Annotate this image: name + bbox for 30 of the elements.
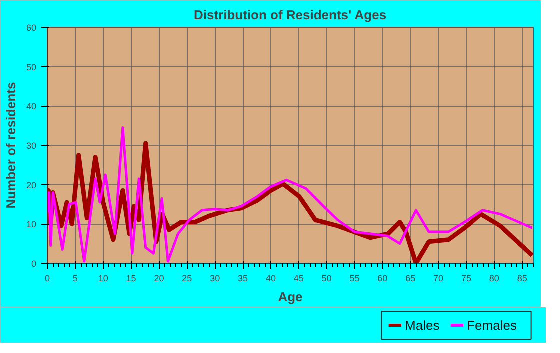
legend-label: Males [405,318,440,333]
x-tick-label: 35 [238,274,248,284]
y-tick-label: 30 [26,141,37,151]
x-tick-label: 5 [72,274,78,284]
y-tick-label: 40 [26,102,37,112]
x-tick-label: 25 [182,274,192,284]
x-axis-title: Age [278,290,303,304]
y-tick-label: 50 [26,62,37,72]
x-tick-label: 30 [210,274,220,284]
x-tick-label: 60 [378,274,388,284]
y-axis-title: Number of residents [3,82,18,209]
x-tick-label: 40 [266,274,276,284]
x-tick-label: 80 [489,274,500,284]
x-tick-label: 75 [461,274,472,284]
x-tick-label: 55 [350,274,360,284]
x-tick-label: 85 [517,274,528,284]
y-tick-label: 0 [31,259,37,269]
legend-label: Females [467,318,518,333]
y-tick-label: 60 [26,23,37,33]
x-tick-label: 70 [434,274,444,284]
y-tick-label: 10 [26,220,37,230]
chart-title: Distribution of Residents' Ages [194,8,387,22]
x-tick-label: 20 [154,274,164,284]
y-tick-label: 20 [26,180,37,190]
x-tick-label: 15 [126,274,136,284]
x-tick-label: 50 [322,274,332,284]
x-tick-label: 10 [98,274,108,284]
x-tick-label: 0 [44,274,50,284]
x-tick-label: 65 [406,274,416,284]
x-tick-label: 45 [294,274,304,284]
